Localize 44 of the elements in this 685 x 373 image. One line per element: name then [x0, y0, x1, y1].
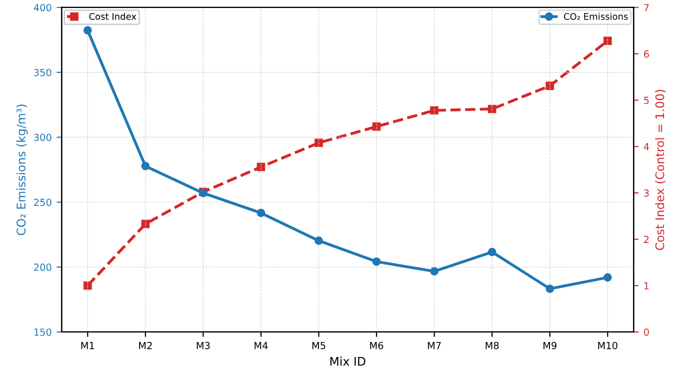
point	[314, 236, 323, 245]
y2-tick-label: 0	[644, 328, 649, 336]
x-tick-label: M3	[196, 342, 210, 350]
y-axis-title: CO₂ Emissions (kg/m³)	[16, 104, 28, 236]
point	[430, 106, 438, 115]
point	[546, 82, 554, 90]
y-tick-label: 400	[34, 4, 52, 12]
y2-tick-label: 3	[644, 189, 649, 197]
x-tick-label: M8	[486, 342, 499, 350]
x-tick-label: M10	[598, 342, 618, 350]
x-tick-label: M2	[139, 342, 152, 350]
y2-tick-label: 7	[644, 4, 649, 12]
legend-label: Cost Index	[89, 12, 136, 20]
y2-tick-label: 1	[644, 282, 649, 290]
point	[430, 267, 438, 276]
point	[83, 281, 92, 290]
y-tick-label: 350	[34, 68, 52, 76]
point	[372, 122, 381, 131]
y2-tick-label: 4	[644, 143, 649, 150]
point	[83, 26, 92, 34]
point	[603, 36, 612, 46]
y2-tick-label: 5	[644, 96, 649, 104]
y-tick-label: 250	[34, 198, 52, 206]
x-tick-label: M5	[312, 342, 326, 350]
point	[603, 273, 612, 282]
x-axis-title: Mix ID	[330, 356, 366, 366]
x-tick-label: M9	[544, 342, 556, 350]
point	[372, 257, 381, 266]
point	[141, 162, 150, 170]
x-tick-label: M1	[81, 342, 94, 350]
point	[488, 248, 496, 256]
legend-label: CO₂ Emissions	[564, 12, 628, 20]
y2-tick-label: 2	[644, 236, 649, 243]
y2-axis-title: Cost Index (Control = 1.00)	[655, 90, 666, 250]
y2-tick-label: 6	[644, 50, 649, 58]
point	[546, 284, 554, 293]
y-tick-label: 300	[34, 134, 52, 142]
x-tick-label: M7	[428, 342, 441, 350]
point	[314, 138, 323, 147]
x-tick-label: M6	[370, 342, 384, 350]
point	[256, 208, 266, 218]
y-tick-label: 150	[34, 328, 52, 336]
x-tick-label: M4	[254, 342, 268, 350]
y-tick-label: 200	[34, 264, 52, 271]
